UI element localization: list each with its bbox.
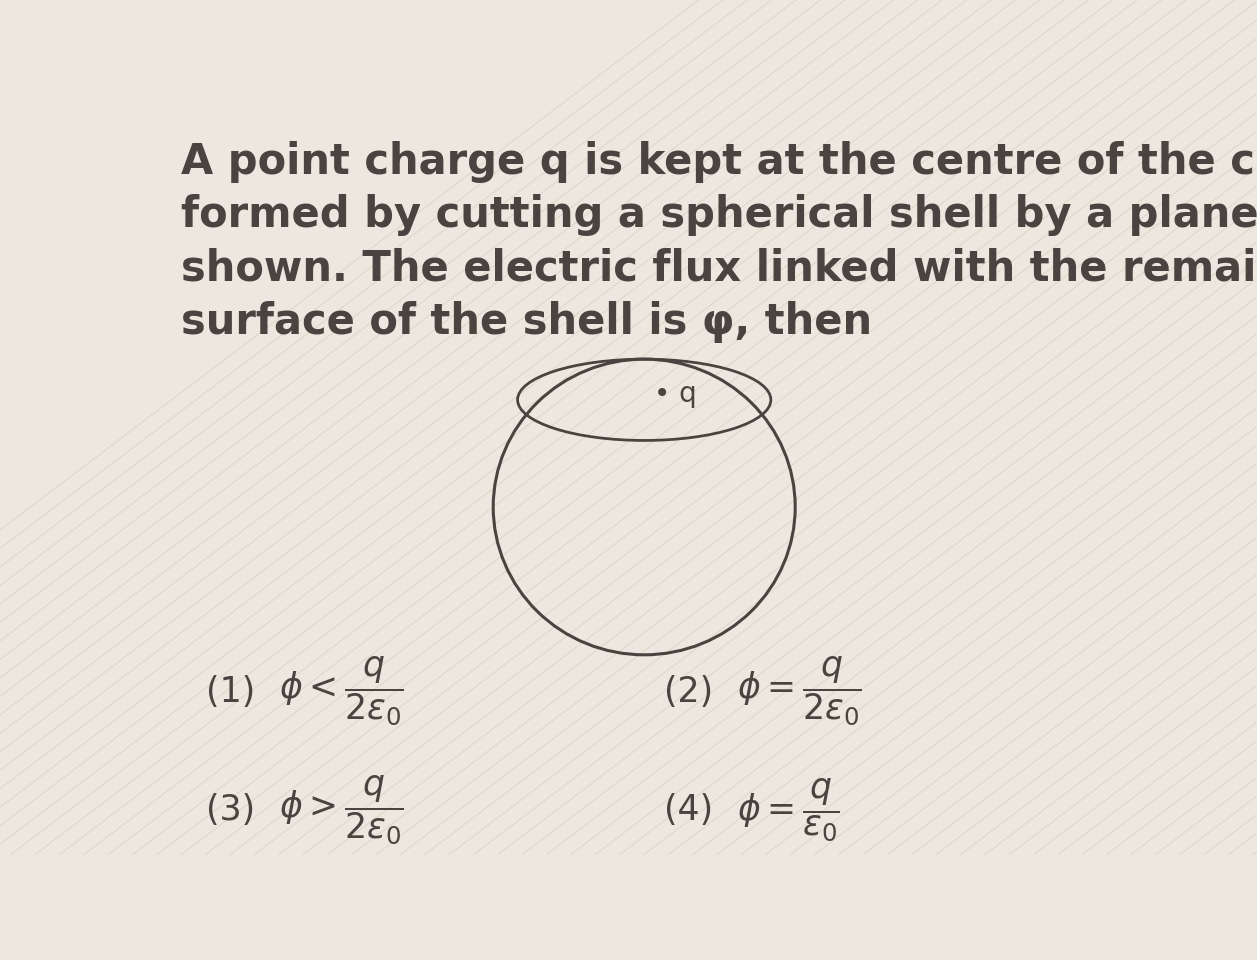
Text: (3): (3) xyxy=(206,793,255,828)
Text: formed by cutting a spherical shell by a plane as: formed by cutting a spherical shell by a… xyxy=(181,194,1257,236)
Text: $\phi > \dfrac{q}{2\varepsilon_0}$: $\phi > \dfrac{q}{2\varepsilon_0}$ xyxy=(279,774,403,847)
Text: surface of the shell is φ, then: surface of the shell is φ, then xyxy=(181,300,872,343)
Text: $\phi = \dfrac{q}{\varepsilon_0}$: $\phi = \dfrac{q}{\varepsilon_0}$ xyxy=(737,777,840,844)
Text: • q: • q xyxy=(654,380,696,408)
Text: shown. The electric flux linked with the remaining: shown. The electric flux linked with the… xyxy=(181,248,1257,290)
Text: $\phi < \dfrac{q}{2\varepsilon_0}$: $\phi < \dfrac{q}{2\varepsilon_0}$ xyxy=(279,656,403,729)
Text: (2): (2) xyxy=(664,675,713,708)
Text: (4): (4) xyxy=(664,793,713,828)
Text: A point charge q is kept at the centre of the circle: A point charge q is kept at the centre o… xyxy=(181,141,1257,183)
Text: (1): (1) xyxy=(206,675,255,708)
Text: $\phi = \dfrac{q}{2\varepsilon_0}$: $\phi = \dfrac{q}{2\varepsilon_0}$ xyxy=(737,656,862,729)
